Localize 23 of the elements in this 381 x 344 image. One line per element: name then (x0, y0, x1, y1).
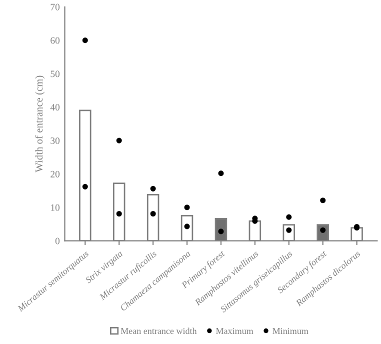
point (184, 224, 190, 230)
point (184, 204, 190, 210)
y-tick-label: 20 (50, 170, 60, 178)
point (82, 38, 88, 44)
point (150, 186, 156, 192)
legend-label: Mean entrance width (120, 328, 197, 334)
y-tick-label: 70 (50, 4, 60, 10)
point (116, 138, 122, 144)
y-tick-label: 50 (50, 70, 60, 78)
y-tick-label: 40 (50, 104, 60, 111)
y-axis-title: Width of entrance (cm) (35, 76, 45, 172)
point (116, 210, 122, 217)
y-tick-label: 30 (50, 137, 60, 144)
point (150, 210, 156, 217)
legend-label: Minimum (272, 328, 308, 334)
legend-label: Maximum (216, 328, 254, 334)
y-tick-label: 60 (50, 37, 60, 44)
point (82, 184, 88, 190)
y-tick-label: 0 (55, 238, 60, 244)
point (320, 198, 326, 204)
point (286, 214, 292, 220)
y-tick-label: 10 (51, 204, 60, 211)
point (218, 170, 224, 176)
